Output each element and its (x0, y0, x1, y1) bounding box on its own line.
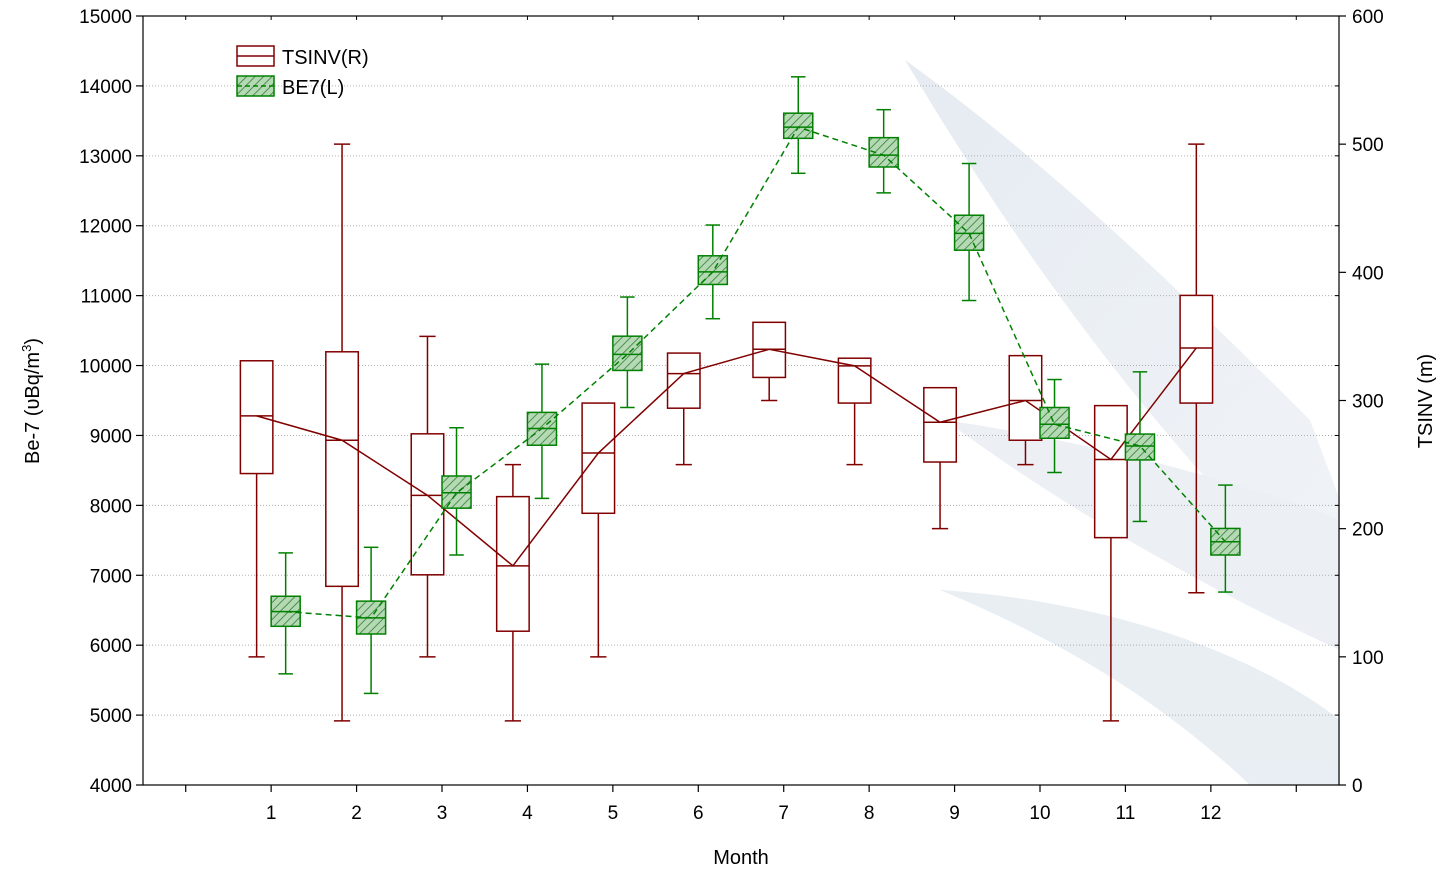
box-be7 (953, 162, 985, 302)
x-tick-label: 1 (266, 803, 277, 824)
median-line (285, 126, 1226, 619)
box-body (1124, 433, 1156, 461)
box-body (923, 386, 958, 463)
x-tick-label: 7 (778, 803, 789, 824)
box-body (612, 335, 643, 372)
x-tick-label: 9 (949, 803, 960, 824)
x-axis-title: Month (713, 847, 769, 869)
left-tick-label: 11000 (81, 287, 132, 308)
box-body (1039, 406, 1070, 440)
x-tick-label: 10 (1029, 803, 1050, 824)
box-body (1093, 404, 1128, 539)
box-be7 (355, 546, 387, 695)
left-tick-label: 6000 (90, 636, 132, 657)
legend: TSINV(R) BE7(L) (236, 45, 369, 99)
right-tick-label: 100 (1352, 648, 1384, 669)
legend-item-be7: BE7(L) (236, 75, 344, 99)
series-be7 (270, 76, 1241, 695)
box-tsinv (1179, 143, 1214, 594)
x-tick-label: 8 (864, 803, 875, 824)
right-tick-label: 200 (1352, 520, 1384, 541)
left-tick-label: 8000 (90, 496, 132, 517)
background-watermark (905, 60, 1340, 785)
box-be7 (1039, 378, 1070, 474)
series-tsinv (239, 143, 1214, 722)
left-tick-label: 14000 (79, 77, 132, 98)
box-be7 (1124, 371, 1156, 523)
left-axis-title-sup: 3 (19, 345, 34, 352)
box-be7 (526, 363, 558, 500)
right-axis: 0 100 200 300 400 500 600 (1339, 7, 1384, 797)
box-tsinv (239, 360, 274, 658)
left-tick-label: 4000 (90, 776, 132, 797)
left-tick-label: 12000 (79, 217, 132, 238)
left-axis-title-suffix: ) (22, 338, 44, 345)
left-tick-label: 10000 (79, 357, 132, 378)
x-tick-label: 5 (608, 803, 619, 824)
box-body (837, 357, 872, 404)
box-be7 (782, 76, 814, 175)
left-tick-label: 15000 (79, 7, 132, 28)
box-body (239, 360, 274, 475)
box-body (410, 433, 445, 576)
left-axis-title-prefix: Be-7 ( (22, 409, 44, 464)
left-axis-title: Be-7 (υBq/m3) (19, 338, 44, 464)
right-axis-title: TSINV (m) (1415, 354, 1437, 448)
left-axis: 4000 5000 6000 7000 8000 9000 10000 11000 12000 1… (79, 7, 1339, 797)
box-tsinv (1093, 404, 1128, 722)
x-tick-label: 12 (1200, 803, 1221, 824)
box-body (1179, 294, 1214, 404)
box-be7 (612, 296, 643, 409)
left-tick-label: 7000 (90, 566, 132, 587)
box-tsinv (410, 335, 445, 658)
right-tick-label: 300 (1352, 392, 1384, 413)
box-be7 (441, 427, 472, 556)
box-body (697, 255, 729, 286)
left-tick-label: 9000 (90, 426, 132, 447)
box-tsinv (1008, 354, 1043, 466)
box-be7 (270, 552, 301, 675)
x-tick-label: 3 (437, 803, 448, 824)
box-be7 (1210, 484, 1241, 593)
box-body (495, 495, 530, 632)
right-tick-label: 400 (1352, 263, 1384, 284)
box-tsinv (581, 402, 616, 658)
series-layer (239, 76, 1241, 722)
box-body (666, 352, 701, 409)
box-tsinv (752, 321, 787, 402)
box-tsinv (325, 143, 360, 722)
box-tsinv (495, 463, 530, 722)
x-tick-label: 2 (351, 803, 362, 824)
left-tick-label: 5000 (90, 706, 132, 727)
legend-label-tsinv: TSINV(R) (282, 47, 369, 69)
left-tick-label: 13000 (79, 147, 132, 168)
box-body (1008, 354, 1043, 441)
x-tick-label: 6 (693, 803, 704, 824)
right-tick-label: 600 (1352, 7, 1384, 28)
left-axis-title-unit: υBq/m (22, 352, 44, 410)
box-tsinv (923, 386, 958, 530)
box-body (782, 112, 814, 140)
x-axis: 1 2 3 4 5 6 7 8 9 10 11 12 (185, 16, 1297, 824)
right-tick-label: 0 (1352, 776, 1363, 797)
box-body (325, 351, 360, 588)
x-tick-label: 4 (522, 803, 533, 824)
box-be7 (697, 224, 729, 320)
legend-item-tsinv: TSINV(R) (236, 45, 369, 69)
right-tick-label: 500 (1352, 135, 1384, 156)
box-body (581, 402, 616, 515)
x-tick-label: 11 (1116, 803, 1136, 824)
legend-label-be7: BE7(L) (282, 77, 344, 99)
